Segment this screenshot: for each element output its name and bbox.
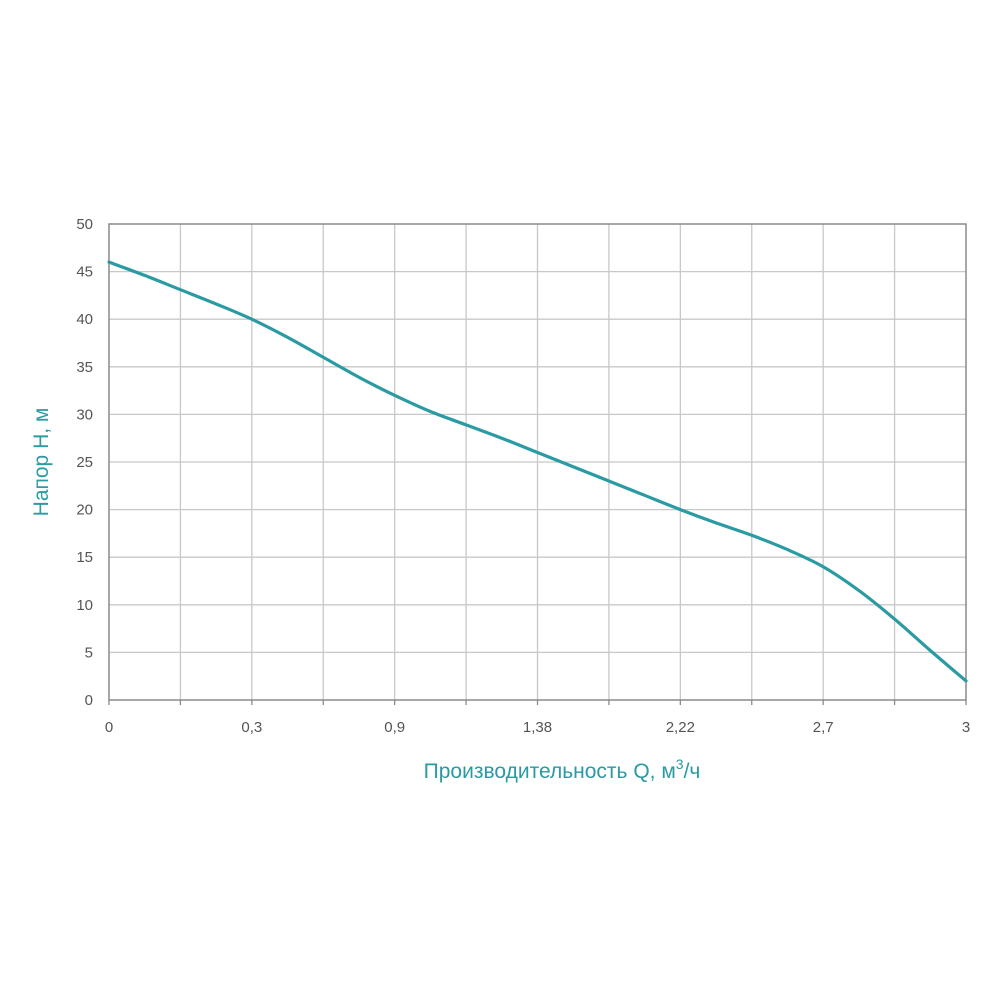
- x-tick-label: 3: [962, 719, 970, 736]
- x-tick-label: 0,3: [241, 719, 262, 736]
- y-axis-title: Напор H, м: [30, 408, 53, 517]
- y-tick-label: 20: [76, 502, 93, 519]
- x-axis-title: Производительность Q, м3/ч: [424, 756, 701, 783]
- x-axis-title-superscript: 3: [676, 756, 684, 772]
- y-tick-label: 45: [76, 264, 93, 281]
- y-tick-label: 30: [76, 406, 93, 423]
- x-tick-label: 2,22: [666, 719, 695, 736]
- x-tick-labels: 0 0,3 0,9 1,38 2,22 2,7 3: [105, 719, 970, 736]
- x-axis-title-main: Производительность Q, м: [424, 760, 676, 783]
- y-tick-label: 50: [76, 216, 93, 233]
- y-tick-labels: 0 5 10 15 20 25 30 35 40 45 50: [76, 216, 93, 709]
- x-tick-label: 2,7: [813, 719, 834, 736]
- x-tick-label: 0: [105, 719, 113, 736]
- y-tick-label: 40: [76, 311, 93, 328]
- y-tick-label: 5: [85, 644, 93, 661]
- x-tick-label: 0,9: [384, 719, 405, 736]
- y-tick-label: 15: [76, 549, 93, 566]
- y-tick-label: 25: [76, 454, 93, 471]
- x-axis-title-suffix: /ч: [684, 760, 701, 783]
- x-tick-label: 1,38: [523, 719, 552, 736]
- plot-frame: [108, 223, 967, 701]
- y-tick-label: 35: [76, 359, 93, 376]
- head-flow-curve: [107, 260, 968, 683]
- y-tick-label: 10: [76, 597, 93, 614]
- y-tick-label: 0: [85, 692, 93, 709]
- grid-lines: [108, 224, 967, 705]
